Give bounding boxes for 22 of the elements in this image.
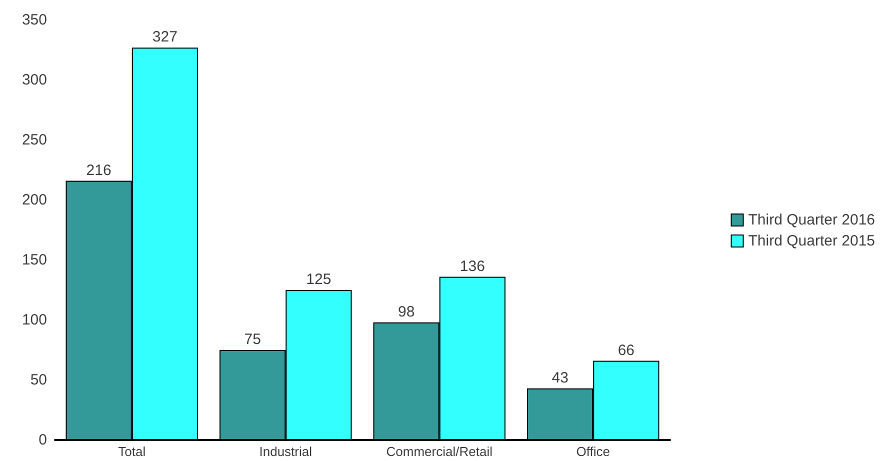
data-label: 98 [398, 303, 415, 320]
y-tick-label: 50 [30, 372, 47, 388]
y-tick-label: 200 [22, 192, 47, 208]
y-tick-label: 250 [22, 132, 47, 148]
y-tick-label: 100 [22, 312, 47, 328]
data-label: 125 [306, 271, 332, 288]
data-label: 327 [152, 28, 178, 46]
y-tick-label: 300 [22, 72, 47, 88]
y-tick-label: 150 [22, 252, 47, 268]
y-tick-label: 350 [22, 12, 47, 28]
y-tick-label: 0 [38, 432, 47, 448]
x-tick-label: Office [576, 444, 610, 459]
x-tick-label: Commercial/Retail [386, 444, 493, 459]
data-label: 75 [244, 331, 261, 348]
x-tick-label: Total [118, 444, 146, 459]
data-label: 66 [618, 342, 635, 359]
data-label: 136 [460, 258, 485, 275]
data-label: 216 [86, 162, 112, 179]
x-tick-label: Industrial [259, 444, 312, 459]
legend-label: Third Quarter 2016 [748, 212, 876, 228]
legend-label: Third Quarter 2015 [748, 232, 876, 250]
data-label: 43 [552, 369, 568, 386]
